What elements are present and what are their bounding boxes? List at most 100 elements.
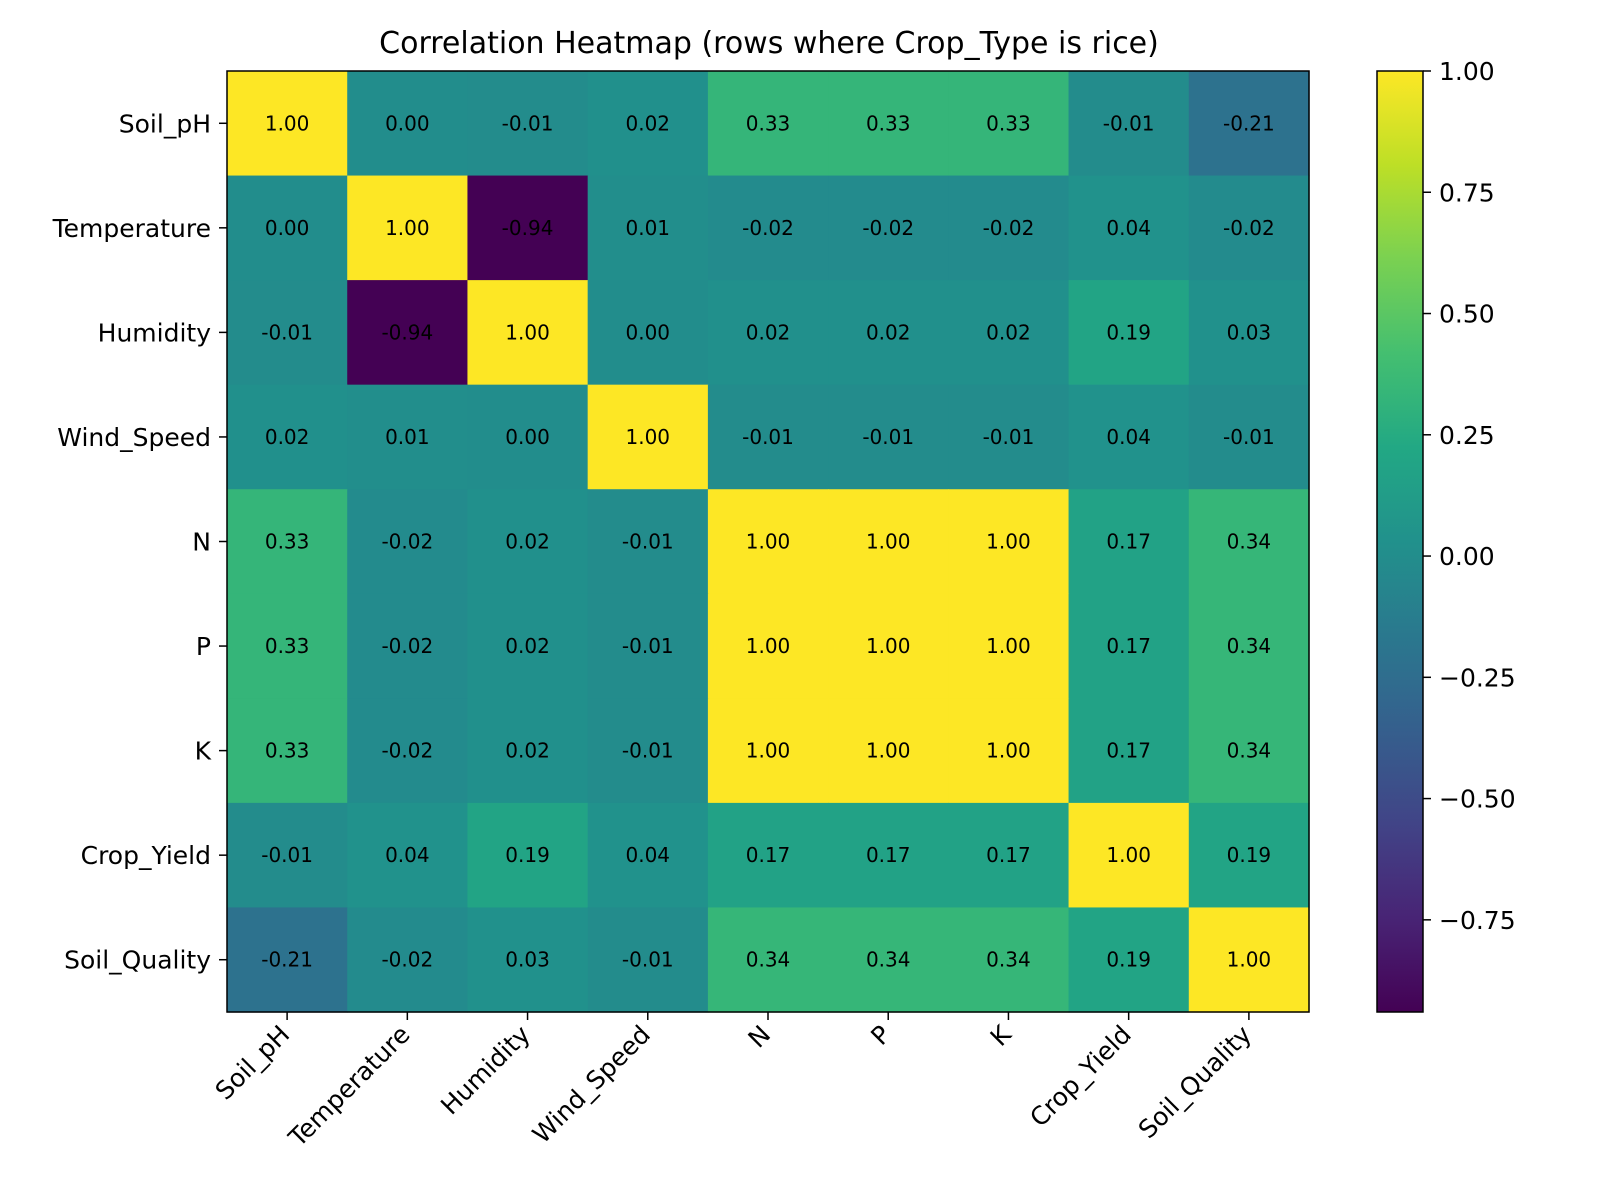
- cell-value-label: 0.34: [1227, 530, 1272, 554]
- cell-value-label: 0.19: [1227, 843, 1272, 867]
- heatmap-cell: [1068, 71, 1190, 177]
- colorbar-tick-label: −0.25: [1439, 663, 1516, 692]
- cell-value-label: 1.00: [626, 425, 671, 449]
- heatmap-cell: [587, 175, 709, 281]
- cell-value-label: -0.21: [261, 948, 313, 972]
- cell-value-label: 0.02: [986, 320, 1031, 344]
- cell-value-label: 0.02: [505, 530, 550, 554]
- cell-value-label: 0.33: [746, 111, 791, 135]
- cell-value-label: 0.02: [505, 739, 550, 763]
- heatmap-cell: [587, 802, 709, 909]
- cell-value-label: 0.17: [746, 843, 791, 867]
- heatmap-cell: [1068, 698, 1190, 804]
- heatmap-cell: [1068, 384, 1190, 490]
- heatmap-cell: [1068, 280, 1190, 386]
- y-tick-label: Temperature: [52, 214, 211, 243]
- cell-value-label: 1.00: [866, 530, 911, 554]
- heatmap-cell: [227, 489, 348, 595]
- cell-value-label: 0.03: [505, 948, 550, 972]
- cell-value-label: -0.01: [983, 425, 1035, 449]
- heatmap-cell: [707, 280, 829, 386]
- cell-value-label: 1.00: [1227, 948, 1272, 972]
- heatmap-cell: [467, 907, 589, 1013]
- heatmap-cell: [948, 698, 1070, 804]
- heatmap-cell: [467, 802, 589, 909]
- cell-value-label: 0.33: [866, 111, 911, 135]
- heatmap-cell: [948, 802, 1070, 909]
- colorbar-tick-label: −0.75: [1439, 906, 1516, 935]
- heatmap-cell: [1188, 593, 1310, 699]
- heatmap-cell: [948, 593, 1070, 699]
- cell-value-label: 0.02: [505, 634, 550, 658]
- colorbar-tick-label: 1.00: [1439, 57, 1495, 86]
- cell-value-label: -0.01: [622, 634, 674, 658]
- y-tick-label: K: [195, 737, 212, 766]
- heatmap-cell: [467, 280, 589, 386]
- y-tick-label: P: [196, 632, 211, 661]
- cell-value-label: 0.34: [986, 948, 1031, 972]
- cell-value-label: 1.00: [866, 634, 911, 658]
- cell-value-label: 1.00: [986, 739, 1031, 763]
- cell-value-label: 1.00: [746, 634, 791, 658]
- heatmap-cell: [227, 280, 348, 386]
- cell-value-label: -0.01: [1223, 425, 1275, 449]
- cell-value-label: -0.02: [381, 948, 433, 972]
- colorbar-tick-label: 0.25: [1439, 421, 1495, 450]
- heatmap-cell: [828, 175, 949, 281]
- colorbar-tick-label: 0.75: [1439, 178, 1495, 207]
- cell-value-label: -0.01: [622, 530, 674, 554]
- heatmap-cell-labels: 1.00 0.00 -0.01 0.02 0.33 0.33 0.33 -0.01 -0.21 0…: [261, 111, 1275, 971]
- heatmap-cell: [828, 698, 949, 804]
- cell-value-label: 1.00: [866, 739, 911, 763]
- colorbar-gradient: [1377, 71, 1423, 1012]
- heatmap-cell: [828, 593, 949, 699]
- heatmap-cell: [828, 489, 949, 595]
- cell-value-label: 0.04: [1106, 216, 1151, 240]
- heatmap-cell: [828, 802, 949, 909]
- heatmap-cell: [347, 71, 469, 177]
- heatmap-cell: [347, 280, 469, 386]
- heatmap-cell: [227, 907, 348, 1013]
- cell-value-label: 0.01: [626, 216, 671, 240]
- heatmap-cell: [467, 384, 589, 490]
- cell-value-label: -0.01: [261, 843, 313, 867]
- y-tick-label: Crop_Yield: [81, 841, 211, 870]
- heatmap-cell: [587, 698, 709, 804]
- cell-value-label: 0.00: [505, 425, 550, 449]
- heatmap-cell: [707, 802, 829, 909]
- y-tick-label: N: [192, 528, 211, 557]
- cell-value-label: 0.02: [626, 111, 671, 135]
- cell-value-label: 0.33: [265, 739, 310, 763]
- heatmap-cell: [1188, 802, 1310, 909]
- heatmap-cell: [587, 384, 709, 490]
- heatmap-cell: [347, 384, 469, 490]
- colorbar: 1.00 0.75 0.50 0.25 0.00 −0.25 −0.50 −0.75: [1376, 57, 1516, 1013]
- cell-value-label: 0.04: [385, 843, 430, 867]
- cell-value-label: 1.00: [385, 216, 430, 240]
- heatmap-cell: [227, 71, 348, 177]
- heatmap-cell: [707, 71, 829, 177]
- heatmap-cell: [1068, 802, 1190, 909]
- x-tick-label: Crop_Yield: [1024, 1020, 1137, 1133]
- cell-value-label: -0.01: [261, 320, 313, 344]
- colorbar-tick-label: 0.00: [1439, 542, 1495, 571]
- x-tick-label: Humidity: [435, 1020, 536, 1121]
- cell-value-label: 0.34: [1227, 634, 1272, 658]
- colorbar-tick-label: 0.50: [1439, 300, 1495, 329]
- cell-value-label: 0.00: [265, 216, 310, 240]
- cell-value-label: 0.19: [1106, 320, 1151, 344]
- heatmap-cell: [467, 698, 589, 804]
- heatmap-cell: [707, 698, 829, 804]
- heatmap-cell: [948, 175, 1070, 281]
- heatmap-cell: [347, 698, 469, 804]
- heatmap-cell: [1068, 489, 1190, 595]
- heatmap-cell: [227, 384, 348, 490]
- heatmap-cell: [828, 907, 949, 1013]
- chart-title: Correlation Heatmap (rows where Crop_Typ…: [379, 26, 1159, 61]
- y-axis: Soil_pH Temperature Humidity Wind_Speed N P K C…: [52, 109, 227, 975]
- cell-value-label: -0.94: [502, 216, 554, 240]
- cell-value-label: 1.00: [746, 530, 791, 554]
- cell-value-label: -0.21: [1223, 111, 1275, 135]
- cell-value-label: -0.02: [381, 634, 433, 658]
- cell-value-label: -0.02: [1223, 216, 1275, 240]
